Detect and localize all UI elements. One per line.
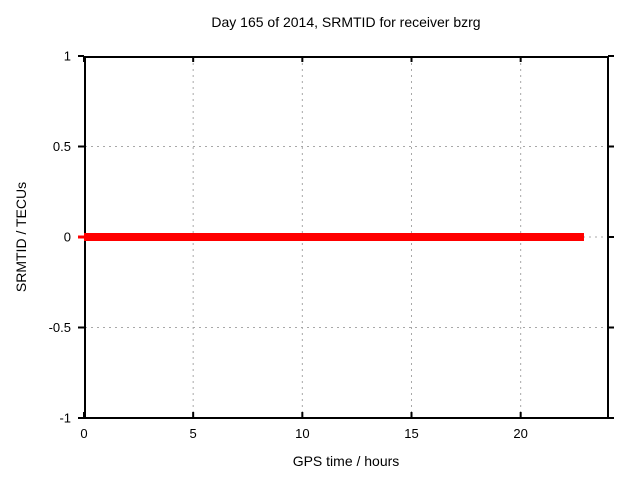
x-tick-label: 0 [80, 426, 87, 441]
x-tick-label: 5 [190, 426, 197, 441]
chart-title: Day 165 of 2014, SRMTID for receiver bzr… [211, 14, 481, 30]
y-tick-label: 0.5 [53, 139, 71, 154]
x-tick-label: 20 [513, 426, 527, 441]
y-tick-label: 0 [64, 230, 71, 245]
y-tick-label: 1 [64, 49, 71, 64]
y-tick-label: -0.5 [49, 320, 71, 335]
x-tick-label: 10 [295, 426, 309, 441]
x-tick-label: 15 [404, 426, 418, 441]
x-axis-label: GPS time / hours [292, 453, 400, 469]
y-tick-label: -1 [59, 411, 71, 426]
